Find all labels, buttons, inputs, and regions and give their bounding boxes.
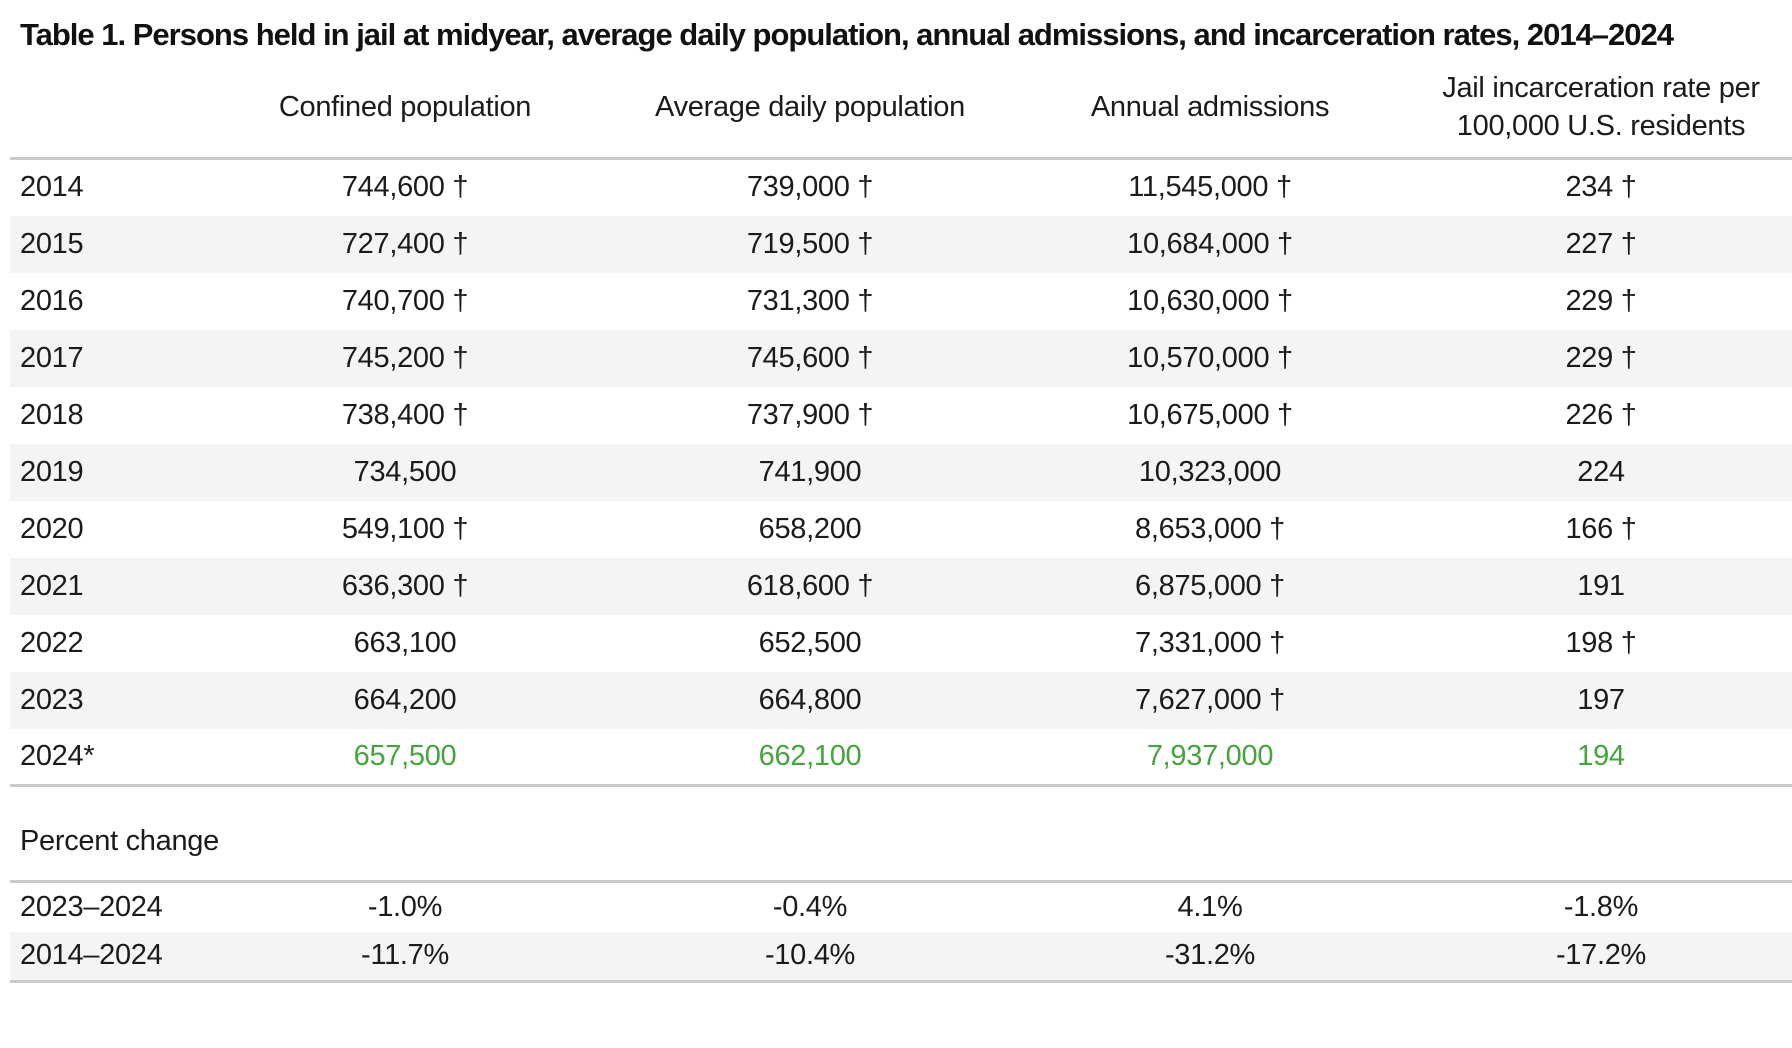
report-table-page: Table 1. Persons held in jail at midyear…	[10, 17, 1792, 983]
cell-value: 741,900	[758, 455, 862, 488]
cell-value: 740,700 †	[341, 284, 469, 317]
percent-change-body: 2023–2024 -1.0% -0.4% 4.1% -1.8% 2014–2024 -11…	[10, 882, 1792, 982]
cell-value: 229 †	[1565, 341, 1637, 374]
row-year: 2023	[20, 683, 84, 716]
row-year: 2022	[20, 626, 84, 659]
percent-change-row: 2014–2024 -11.7% -10.4% -31.2% -17.2%	[10, 931, 1792, 982]
row-period: 2014–2024	[20, 939, 163, 972]
cell-value: 549,100 †	[341, 512, 469, 545]
cell-value: 4.1%	[1177, 890, 1243, 923]
percent-change-row: 2023–2024 -1.0% -0.4% 4.1% -1.8%	[10, 882, 1792, 932]
cell-value: 10,630,000 †	[1127, 284, 1293, 317]
header-confined-population: Confined population	[278, 91, 532, 123]
cell-value: 658,200	[758, 512, 862, 545]
row-year: 2015	[20, 227, 84, 260]
cell-value: 663,100	[353, 626, 457, 659]
cell-value: 745,200 †	[341, 341, 469, 374]
row-year: 2020	[20, 512, 84, 545]
header-year-blank	[10, 63, 200, 159]
cell-value: 10,323,000	[1138, 455, 1282, 488]
cell-value: 10,684,000 †	[1127, 227, 1293, 260]
row-year: 2018	[20, 398, 84, 431]
percent-change-label: Percent change	[20, 825, 219, 857]
cell-value: 731,300 †	[746, 284, 874, 317]
cell-value: 719,500 †	[746, 227, 874, 260]
cell-value: 664,800	[758, 683, 862, 716]
cell-value: -10.4%	[764, 939, 856, 972]
cell-value: -11.7%	[361, 939, 449, 972]
cell-value: 227 †	[1565, 227, 1637, 260]
header-incarceration-rate: Jail incarceration rate per 100,000 U.S.…	[1442, 72, 1760, 142]
row-year: 2024*	[20, 739, 95, 772]
table-row: 2020 549,100 † 658,200 8,653,000 † 166 †	[10, 501, 1792, 558]
row-year: 2019	[20, 455, 84, 488]
cell-value: 6,875,000 †	[1135, 569, 1285, 602]
cell-value: 745,600 †	[746, 341, 874, 374]
cell-value: 727,400 †	[341, 227, 469, 260]
table-row: 2019 734,500 741,900 10,323,000 224	[10, 443, 1792, 501]
cell-value: 198 †	[1565, 626, 1637, 659]
cell-value: 10,675,000 †	[1127, 398, 1293, 431]
cell-value: 194	[1577, 739, 1625, 772]
cell-value: 224	[1577, 455, 1625, 488]
cell-value: 737,900 †	[746, 398, 874, 431]
percent-change-table: 2023–2024 -1.0% -0.4% 4.1% -1.8% 2014–2024 -11…	[10, 880, 1792, 983]
cell-value: 7,627,000 †	[1135, 683, 1285, 716]
cell-value: -17.2%	[1555, 939, 1647, 972]
cell-value: 739,000 †	[746, 171, 874, 204]
row-year: 2021	[20, 569, 84, 602]
cell-value: 226 †	[1565, 398, 1637, 431]
table-row: 2024* 657,500 662,100 7,937,000 194	[10, 729, 1792, 786]
cell-value: 7,331,000 †	[1135, 626, 1285, 659]
header-average-daily-population: Average daily population	[655, 91, 965, 123]
jail-population-table: Confined population Average daily popula…	[10, 63, 1792, 787]
cell-value: -0.4%	[772, 890, 848, 923]
cell-value: 734,500	[353, 455, 457, 488]
table-row: 2021 636,300 † 618,600 † 6,875,000 † 191	[10, 557, 1792, 615]
table-row: 2023 664,200 664,800 7,627,000 † 197	[10, 671, 1792, 729]
cell-value: 8,653,000 †	[1135, 512, 1285, 545]
row-period: 2023–2024	[20, 890, 163, 923]
cell-value: 10,570,000 †	[1127, 341, 1293, 374]
header-annual-admissions: Annual admissions	[1090, 91, 1330, 123]
table-row: 2014 744,600 † 739,000 † 11,545,000 † 234 †	[10, 159, 1792, 216]
cell-value: 11,545,000 †	[1128, 171, 1292, 204]
cell-value: 197	[1577, 683, 1625, 716]
cell-value: 738,400 †	[341, 398, 469, 431]
cell-value: -1.0%	[367, 890, 443, 923]
cell-value: 636,300 †	[341, 569, 469, 602]
table-row: 2015 727,400 † 719,500 † 10,684,000 † 227 †	[10, 215, 1792, 273]
row-year: 2014	[20, 171, 84, 204]
cell-value: -1.8%	[1563, 890, 1639, 923]
cell-value: 234 †	[1565, 171, 1637, 204]
cell-value: 657,500	[353, 739, 457, 772]
cell-value: 744,600 †	[341, 171, 469, 204]
table-row: 2017 745,200 † 745,600 † 10,570,000 † 229 †	[10, 329, 1792, 387]
cell-value: -31.2%	[1164, 939, 1256, 972]
header-row: Confined population Average daily popula…	[10, 63, 1792, 159]
table-row: 2022 663,100 652,500 7,331,000 † 198 †	[10, 615, 1792, 672]
row-year: 2017	[20, 341, 84, 374]
cell-value: 652,500	[758, 626, 862, 659]
cell-value: 7,937,000	[1146, 739, 1274, 772]
cell-value: 166 †	[1565, 512, 1637, 545]
cell-value: 618,600 †	[746, 569, 874, 602]
cell-value: 662,100	[758, 739, 862, 772]
cell-value: 191	[1577, 569, 1625, 602]
table-row: 2016 740,700 † 731,300 † 10,630,000 † 229 †	[10, 273, 1792, 330]
cell-value: 229 †	[1565, 284, 1637, 317]
table-row: 2018 738,400 † 737,900 † 10,675,000 † 226 †	[10, 387, 1792, 444]
row-year: 2016	[20, 284, 84, 317]
table-body: 2014 744,600 † 739,000 † 11,545,000 † 234 † 2…	[10, 159, 1792, 786]
table-title: Table 1. Persons held in jail at midyear…	[20, 17, 1674, 52]
table-header: Confined population Average daily popula…	[10, 63, 1792, 159]
cell-value: 664,200	[353, 683, 457, 716]
